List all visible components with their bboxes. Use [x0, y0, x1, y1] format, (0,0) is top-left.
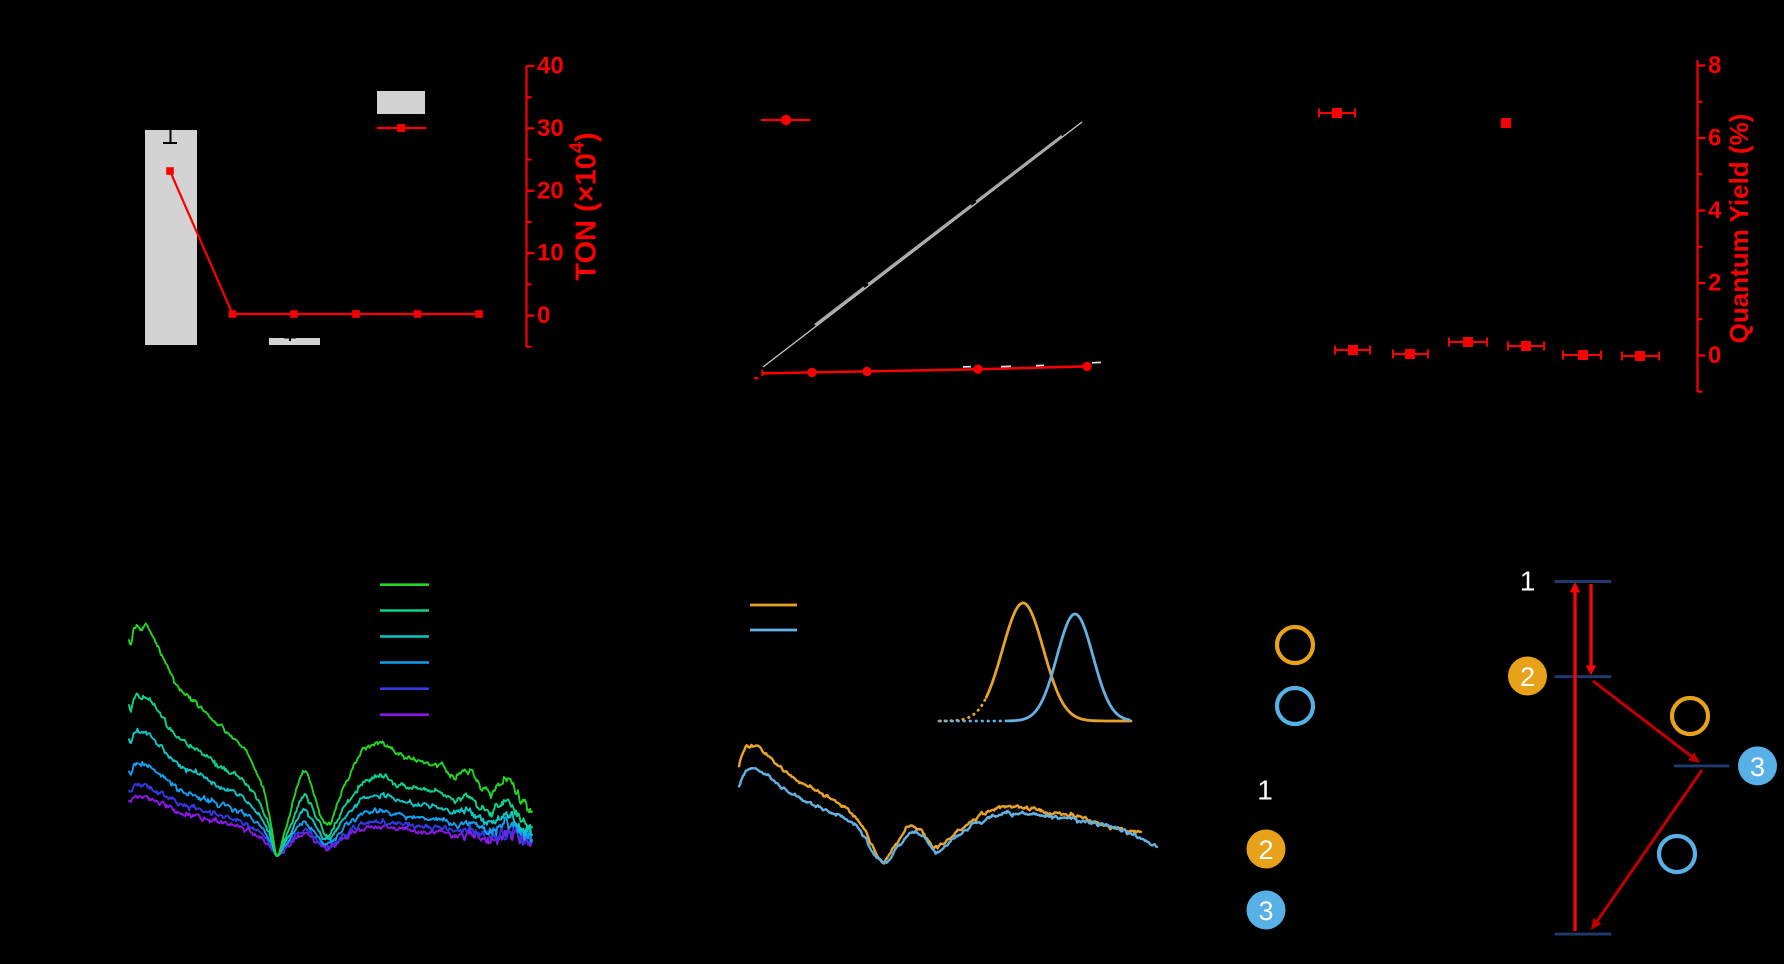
svg-text:0: 0: [537, 302, 550, 329]
svg-text:6: 6: [1708, 125, 1721, 152]
svg-text:30: 30: [537, 115, 564, 142]
svg-text:2: 2: [1520, 662, 1535, 692]
svg-text:3: 3: [1750, 752, 1765, 782]
svg-text:1: 1: [1520, 566, 1536, 597]
svg-text:8: 8: [1708, 52, 1721, 79]
svg-text:0: 0: [1708, 342, 1721, 369]
svg-text:20: 20: [537, 177, 564, 204]
svg-text:2: 2: [1708, 270, 1721, 297]
svg-text:10: 10: [537, 240, 564, 267]
svg-text:Quantum Yield (%): Quantum Yield (%): [1724, 114, 1754, 344]
svg-text:TON (×104): TON (×104): [567, 132, 603, 280]
svg-text:2: 2: [1258, 835, 1273, 865]
svg-text:4: 4: [1708, 197, 1722, 224]
svg-text:40: 40: [537, 53, 564, 80]
svg-text:3: 3: [1258, 896, 1273, 926]
svg-text:1: 1: [1257, 775, 1273, 806]
